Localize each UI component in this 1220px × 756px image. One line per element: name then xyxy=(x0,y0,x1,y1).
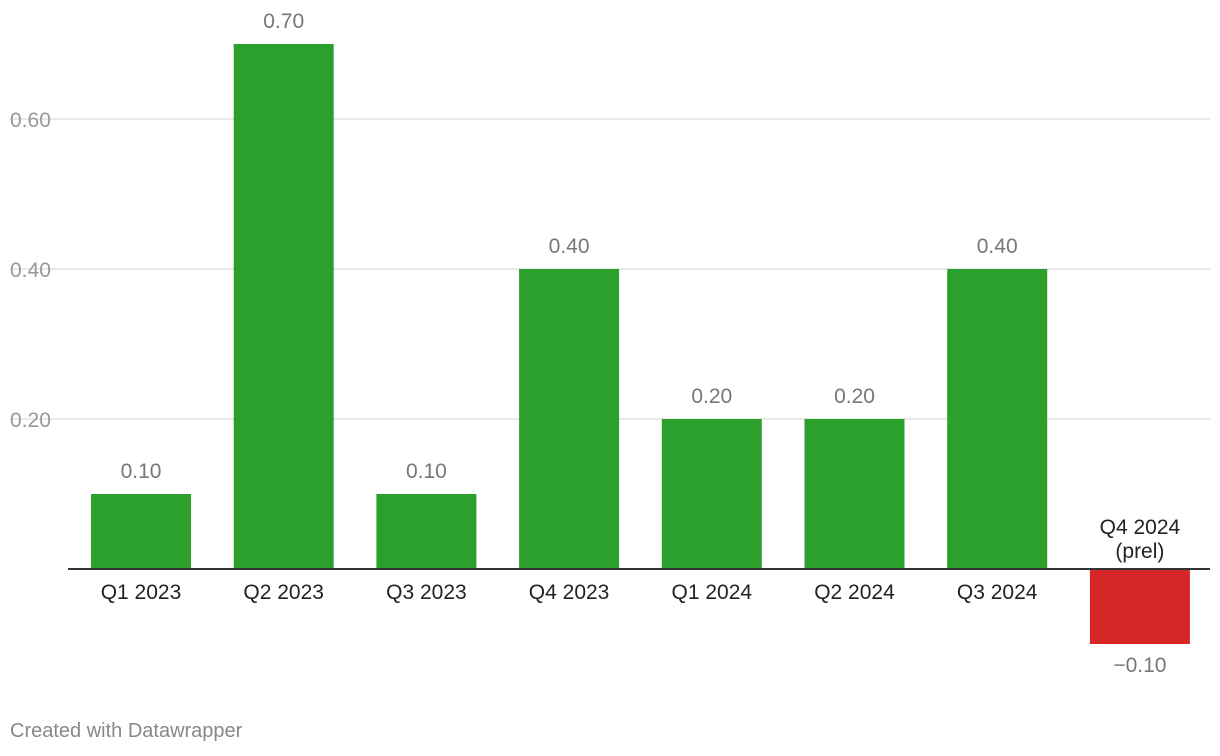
category-label: Q2 2023 xyxy=(243,581,324,604)
value-label: 0.40 xyxy=(549,235,590,258)
value-label: 0.70 xyxy=(263,10,304,33)
y-tick-label: 0.40 xyxy=(10,259,51,282)
value-label: 0.10 xyxy=(121,460,162,483)
footer-credit: Created with Datawrapper xyxy=(10,720,243,742)
bar xyxy=(519,269,620,569)
category-label: Q1 2024 xyxy=(672,581,753,604)
value-label: −0.10 xyxy=(1113,654,1166,677)
category-label: Q4 2023 xyxy=(529,581,610,604)
bar xyxy=(1089,569,1190,644)
category-label: Q3 2023 xyxy=(386,581,467,604)
category-label: Q1 2023 xyxy=(101,581,182,604)
category-label: Q3 2024 xyxy=(957,581,1038,604)
y-axis-ticks: 0.20 0.40 0.60 xyxy=(10,109,51,432)
bar xyxy=(804,419,905,569)
category-labels: Q1 2023 Q2 2023 Q3 2023 Q4 2023 Q1 2024 Q2 20… xyxy=(101,516,1181,604)
y-tick-label: 0.60 xyxy=(10,109,51,132)
value-label: 0.20 xyxy=(834,385,875,408)
category-label: Q4 2024 xyxy=(1100,516,1181,539)
bar xyxy=(947,269,1048,569)
bars xyxy=(91,44,1190,644)
y-tick-label: 0.20 xyxy=(10,409,51,432)
bar-chart: 0.10 0.70 0.10 0.40 0.20 0.20 0.40 −0.10 Q1 202… xyxy=(10,10,1210,677)
value-label: 0.20 xyxy=(691,385,732,408)
value-label: 0.40 xyxy=(977,235,1018,258)
value-labels: 0.10 0.70 0.10 0.40 0.20 0.20 0.40 −0.10 xyxy=(121,10,1167,677)
category-label: Q2 2024 xyxy=(814,581,895,604)
category-label: (prel) xyxy=(1115,540,1164,563)
bar xyxy=(233,44,334,569)
value-label: 0.10 xyxy=(406,460,447,483)
bar xyxy=(91,494,191,569)
bar xyxy=(661,419,762,569)
bar xyxy=(376,494,477,569)
